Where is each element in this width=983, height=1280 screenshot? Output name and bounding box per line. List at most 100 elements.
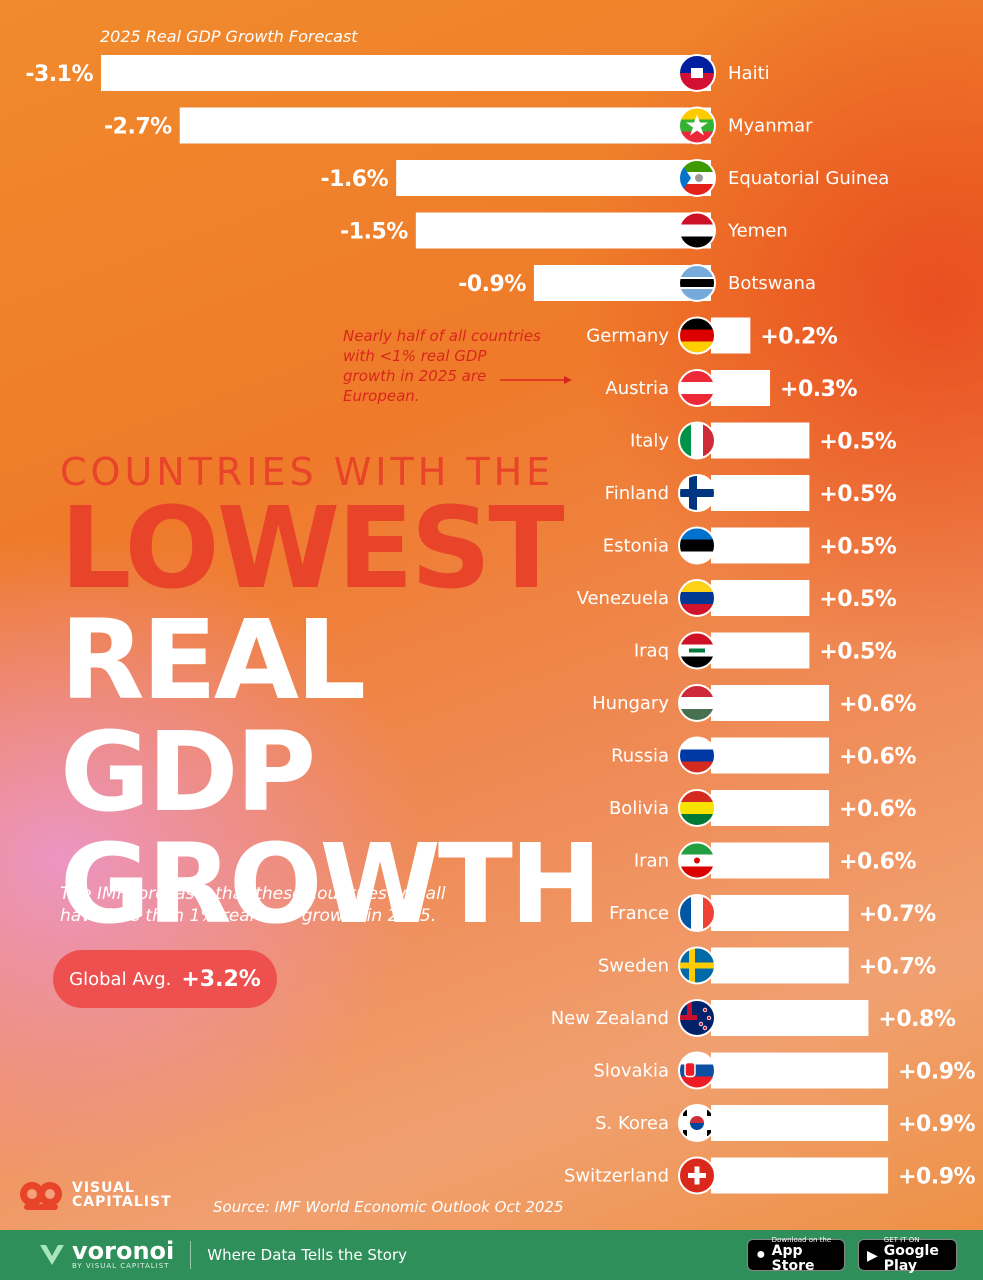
category-label: Slovakia <box>593 1061 669 1082</box>
new-zealand-flag-icon <box>679 1000 715 1036</box>
category-label: New Zealand <box>551 1008 669 1029</box>
value-label: +0.6% <box>839 850 916 875</box>
visual-capitalist-mark-icon <box>20 1182 62 1210</box>
bar <box>711 1157 889 1194</box>
value-label: +0.6% <box>839 692 916 717</box>
category-label: Iran <box>634 851 669 872</box>
flag-border <box>678 316 716 355</box>
global-average-badge: Global Avg. +3.2% <box>53 950 277 1008</box>
haiti-flag-icon <box>679 55 715 91</box>
app-store-big-text: App Store <box>771 1243 815 1274</box>
bar <box>711 947 849 984</box>
flag-border <box>678 159 716 197</box>
category-label: Switzerland <box>564 1166 669 1187</box>
bar <box>711 790 830 826</box>
bar <box>711 422 810 459</box>
category-label: Italy <box>630 431 669 452</box>
visual-capitalist-logo: VISUAL CAPITALIST <box>18 1178 172 1212</box>
headline-line-1: COUNTRIES WITH THE <box>60 450 555 494</box>
category-label: Iraq <box>634 641 669 662</box>
flag-border <box>678 579 716 617</box>
global-average-label: Global Avg. <box>69 968 172 990</box>
flag-border <box>678 841 716 880</box>
category-label: Sweden <box>598 956 669 977</box>
brand-line-1: VISUAL <box>72 1180 135 1196</box>
category-label: Venezuela <box>577 588 669 609</box>
headline: COUNTRIES WITH THE LOWEST REAL GDP GROWT… <box>60 450 602 948</box>
flag-border <box>678 789 716 827</box>
value-label: +0.2% <box>760 325 837 350</box>
slovakia-flag-icon <box>679 1052 715 1089</box>
category-label: Hungary <box>592 693 669 714</box>
bar <box>711 527 810 564</box>
flag-border <box>678 631 716 670</box>
category-label: Austria <box>605 378 669 399</box>
app-store-small-text: Download on the <box>771 1236 832 1244</box>
app-store-button[interactable]: ● Download on the App Store <box>747 1236 845 1274</box>
category-label: Germany <box>586 326 669 347</box>
category-label: Myanmar <box>728 116 813 137</box>
sweden-flag-icon <box>679 947 715 984</box>
bar <box>711 580 810 616</box>
category-label: Haiti <box>728 63 770 84</box>
value-label: +0.5% <box>819 535 896 560</box>
value-label: +0.9% <box>898 1060 975 1085</box>
value-label: -2.7% <box>104 115 172 140</box>
finland-flag-icon <box>679 475 715 511</box>
value-label: +0.5% <box>819 587 896 612</box>
brand-line-2: CAPITALIST <box>72 1194 172 1210</box>
value-label: +0.9% <box>898 1112 975 1137</box>
value-label: +0.5% <box>819 430 896 455</box>
flag-border <box>678 474 716 512</box>
footer-divider <box>190 1241 192 1269</box>
headline-line-4: GROWTH <box>60 820 602 948</box>
category-label: Finland <box>605 483 669 504</box>
bar <box>711 737 830 774</box>
value-label: -3.1% <box>25 62 93 87</box>
category-label: Equatorial Guinea <box>728 168 889 189</box>
bar <box>711 895 849 931</box>
headline-line-3: REAL GDP <box>60 596 366 836</box>
value-label: +0.7% <box>859 902 936 927</box>
google-play-button[interactable]: ▶ GET IT ON Google Play <box>858 1236 957 1274</box>
flag-border <box>678 211 716 250</box>
category-label: France <box>609 903 669 924</box>
chart-title: 2025 Real GDP Growth Forecast <box>100 27 358 46</box>
switzerland-flag-icon <box>679 1157 715 1194</box>
value-label: +0.6% <box>839 745 916 770</box>
value-label: -1.6% <box>321 167 389 192</box>
flag-border <box>678 526 716 565</box>
category-label: Botswana <box>728 273 816 294</box>
category-label: S. Korea <box>595 1113 669 1134</box>
google-play-small-text: GET IT ON <box>883 1236 920 1244</box>
flag-border <box>678 369 716 407</box>
annotation-arrow-icon <box>500 376 572 384</box>
value-label: +0.8% <box>878 1007 955 1032</box>
value-label: +0.3% <box>780 377 857 402</box>
bar <box>711 475 810 511</box>
s-korea-flag-icon <box>679 1105 715 1141</box>
value-label: +0.5% <box>819 640 896 665</box>
value-label: +0.6% <box>839 797 916 822</box>
bar <box>711 842 830 879</box>
voronoi-logo[interactable]: voronoi BY VISUAL CAPITALIST <box>38 1237 175 1270</box>
voronoi-wordmark: voronoi <box>72 1237 175 1265</box>
global-average-value: +3.2% <box>181 966 261 992</box>
flag-border <box>678 736 716 775</box>
flag-border <box>678 946 716 985</box>
flag-border <box>678 1156 716 1195</box>
europe-annotation: Nearly half of all countries with <1% re… <box>343 327 541 405</box>
bar <box>711 632 810 669</box>
flag-border <box>678 684 716 722</box>
google-play-icon: ▶ <box>867 1246 878 1263</box>
bar <box>101 55 711 91</box>
category-label: Russia <box>611 746 669 767</box>
flag-border <box>678 54 716 92</box>
flag-border <box>678 1051 716 1090</box>
bar <box>711 317 751 354</box>
description: The IMF forecasts that these countries w… <box>60 884 446 926</box>
bar <box>415 212 711 249</box>
value-label: -0.9% <box>458 272 526 297</box>
google-play-big-text: Google Play <box>883 1243 939 1274</box>
flag-border <box>678 1104 716 1142</box>
